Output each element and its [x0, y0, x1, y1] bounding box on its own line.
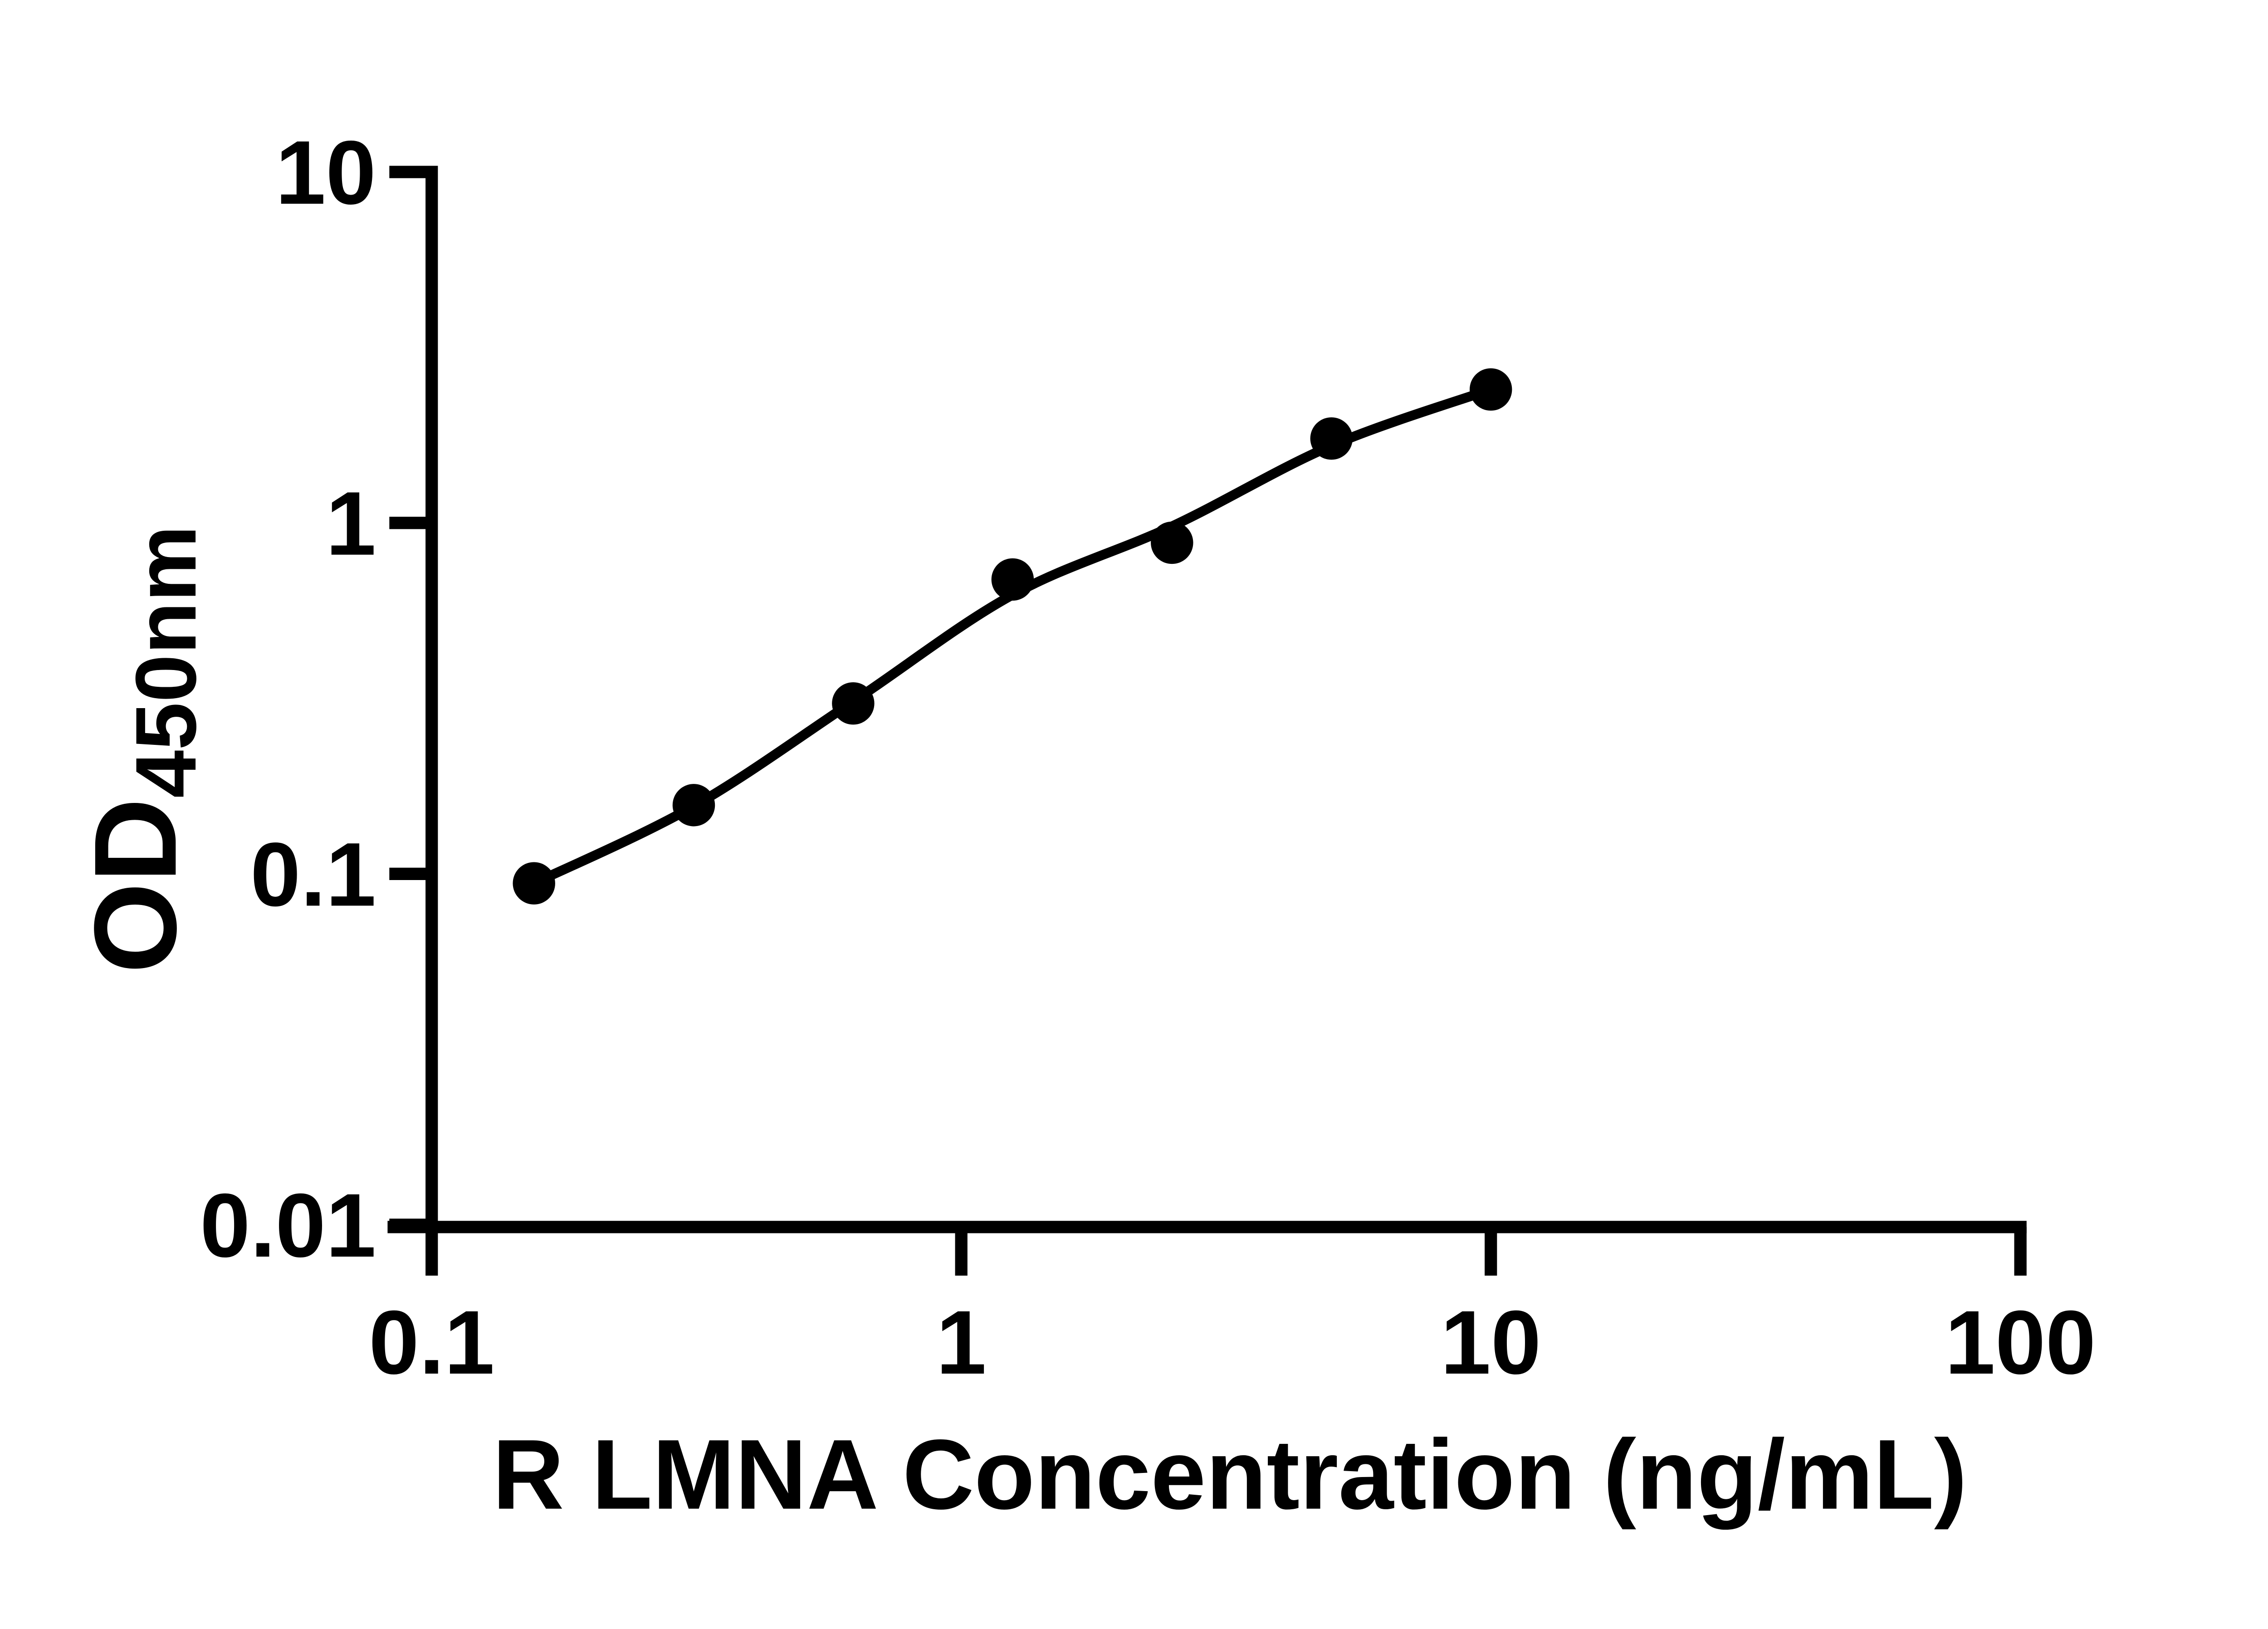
y-axis-title: OD450nm [70, 525, 214, 973]
y-axis-title-main: OD [70, 798, 200, 973]
x-axis-ticks [425, 1227, 2027, 1276]
data-point [672, 784, 715, 827]
x-tick-label: 10 [1441, 1292, 1541, 1393]
y-axis-ticks [389, 166, 432, 1231]
y-tick-label: 10 [275, 122, 376, 223]
y-tick-label: 0.01 [200, 1175, 376, 1276]
axes [387, 166, 2027, 1233]
x-axis-tick-labels: 0.1 1 10 100 [369, 1292, 2096, 1393]
y-axis-title-subscript: 450nm [118, 525, 214, 798]
data-point [991, 558, 1034, 601]
y-tick-label: 1 [326, 473, 376, 574]
x-tick-label: 1 [936, 1292, 987, 1393]
x-tick-label: 100 [1945, 1292, 2096, 1393]
y-tick-label: 0.1 [250, 824, 376, 925]
x-tick-label: 0.1 [369, 1292, 494, 1393]
data-point [1310, 417, 1353, 460]
data-point [832, 682, 875, 725]
x-axis-title: R LMNA Concentration (ng/mL) [493, 1419, 1967, 1530]
data-points [513, 368, 1512, 905]
y-axis-tick-labels: 10 1 0.1 0.01 [200, 122, 376, 1276]
data-point [1469, 368, 1512, 411]
data-point [513, 862, 555, 905]
data-point [1151, 521, 1193, 564]
